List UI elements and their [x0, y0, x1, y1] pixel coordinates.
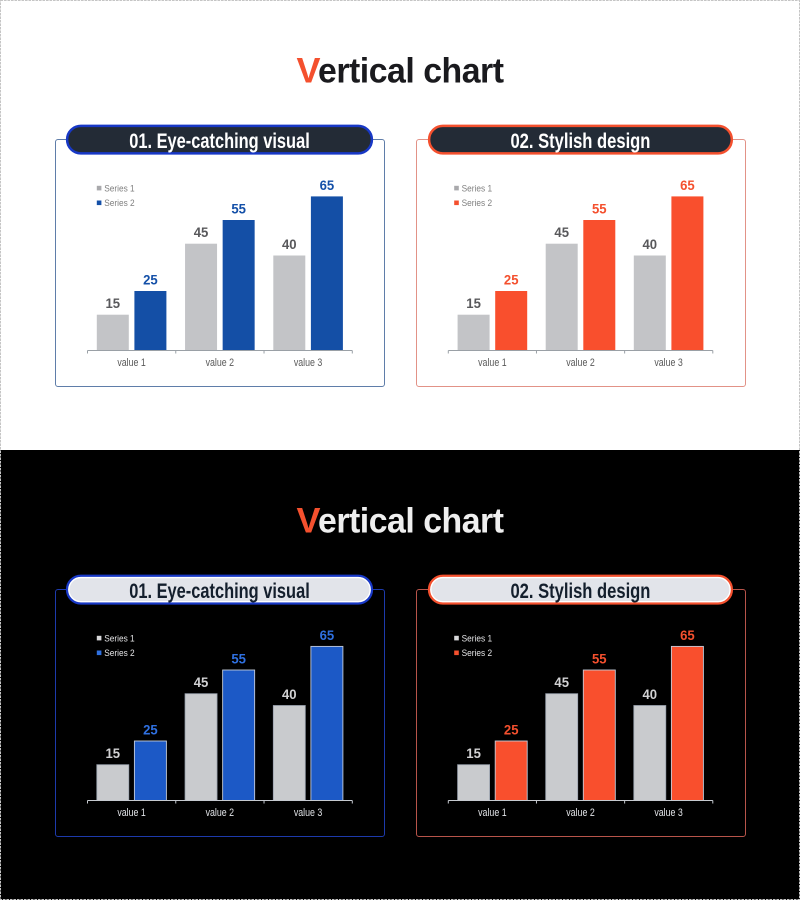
- svg-text:01. Eye-catching visual: 01. Eye-catching visual: [129, 580, 310, 603]
- svg-text:value 1: value 1: [117, 357, 146, 369]
- svg-text:65: 65: [680, 177, 695, 193]
- svg-text:45: 45: [194, 224, 209, 240]
- svg-text:15: 15: [466, 295, 481, 311]
- svg-text:55: 55: [231, 201, 246, 217]
- svg-text:value 2: value 2: [566, 357, 595, 369]
- svg-text:40: 40: [643, 686, 658, 702]
- svg-text:value 2: value 2: [206, 807, 235, 819]
- svg-text:25: 25: [143, 722, 158, 738]
- svg-text:40: 40: [282, 236, 297, 252]
- svg-text:value 1: value 1: [478, 357, 507, 369]
- svg-text:65: 65: [320, 627, 335, 643]
- svg-text:value 2: value 2: [566, 807, 595, 819]
- svg-text:02. Stylish design: 02. Stylish design: [510, 130, 650, 153]
- svg-text:45: 45: [554, 224, 569, 240]
- svg-text:01. Eye-catching visual: 01. Eye-catching visual: [129, 130, 310, 153]
- svg-text:40: 40: [643, 236, 658, 252]
- svg-text:25: 25: [504, 272, 519, 288]
- svg-text:02. Stylish design: 02. Stylish design: [510, 580, 650, 603]
- svg-text:Series 1: Series 1: [104, 633, 135, 643]
- svg-text:value 1: value 1: [478, 807, 507, 819]
- svg-text:55: 55: [592, 651, 607, 667]
- svg-text:value 3: value 3: [654, 357, 683, 369]
- svg-text:value 3: value 3: [294, 357, 323, 369]
- svg-text:45: 45: [194, 674, 209, 690]
- svg-text:15: 15: [106, 295, 121, 311]
- svg-text:Series 2: Series 2: [104, 198, 135, 208]
- svg-text:65: 65: [320, 177, 335, 193]
- svg-text:15: 15: [106, 745, 121, 761]
- svg-text:value 3: value 3: [654, 807, 683, 819]
- svg-text:value 2: value 2: [206, 357, 235, 369]
- svg-text:Series 2: Series 2: [104, 648, 135, 658]
- svg-text:40: 40: [282, 686, 297, 702]
- svg-text:Series 2: Series 2: [462, 198, 493, 208]
- svg-text:15: 15: [466, 745, 481, 761]
- svg-text:Series 1: Series 1: [104, 183, 135, 193]
- svg-text:55: 55: [231, 651, 246, 667]
- svg-text:value 3: value 3: [294, 807, 323, 819]
- svg-text:25: 25: [143, 272, 158, 288]
- svg-text:45: 45: [554, 674, 569, 690]
- svg-text:Series 2: Series 2: [462, 648, 493, 658]
- svg-text:55: 55: [592, 201, 607, 217]
- svg-text:65: 65: [680, 627, 695, 643]
- svg-text:25: 25: [504, 722, 519, 738]
- svg-text:Vertical chart: Vertical chart: [297, 502, 505, 541]
- svg-text:Series 1: Series 1: [462, 183, 493, 193]
- svg-text:value 1: value 1: [117, 807, 146, 819]
- svg-text:Vertical chart: Vertical chart: [297, 52, 505, 91]
- svg-text:Series 1: Series 1: [462, 633, 493, 643]
